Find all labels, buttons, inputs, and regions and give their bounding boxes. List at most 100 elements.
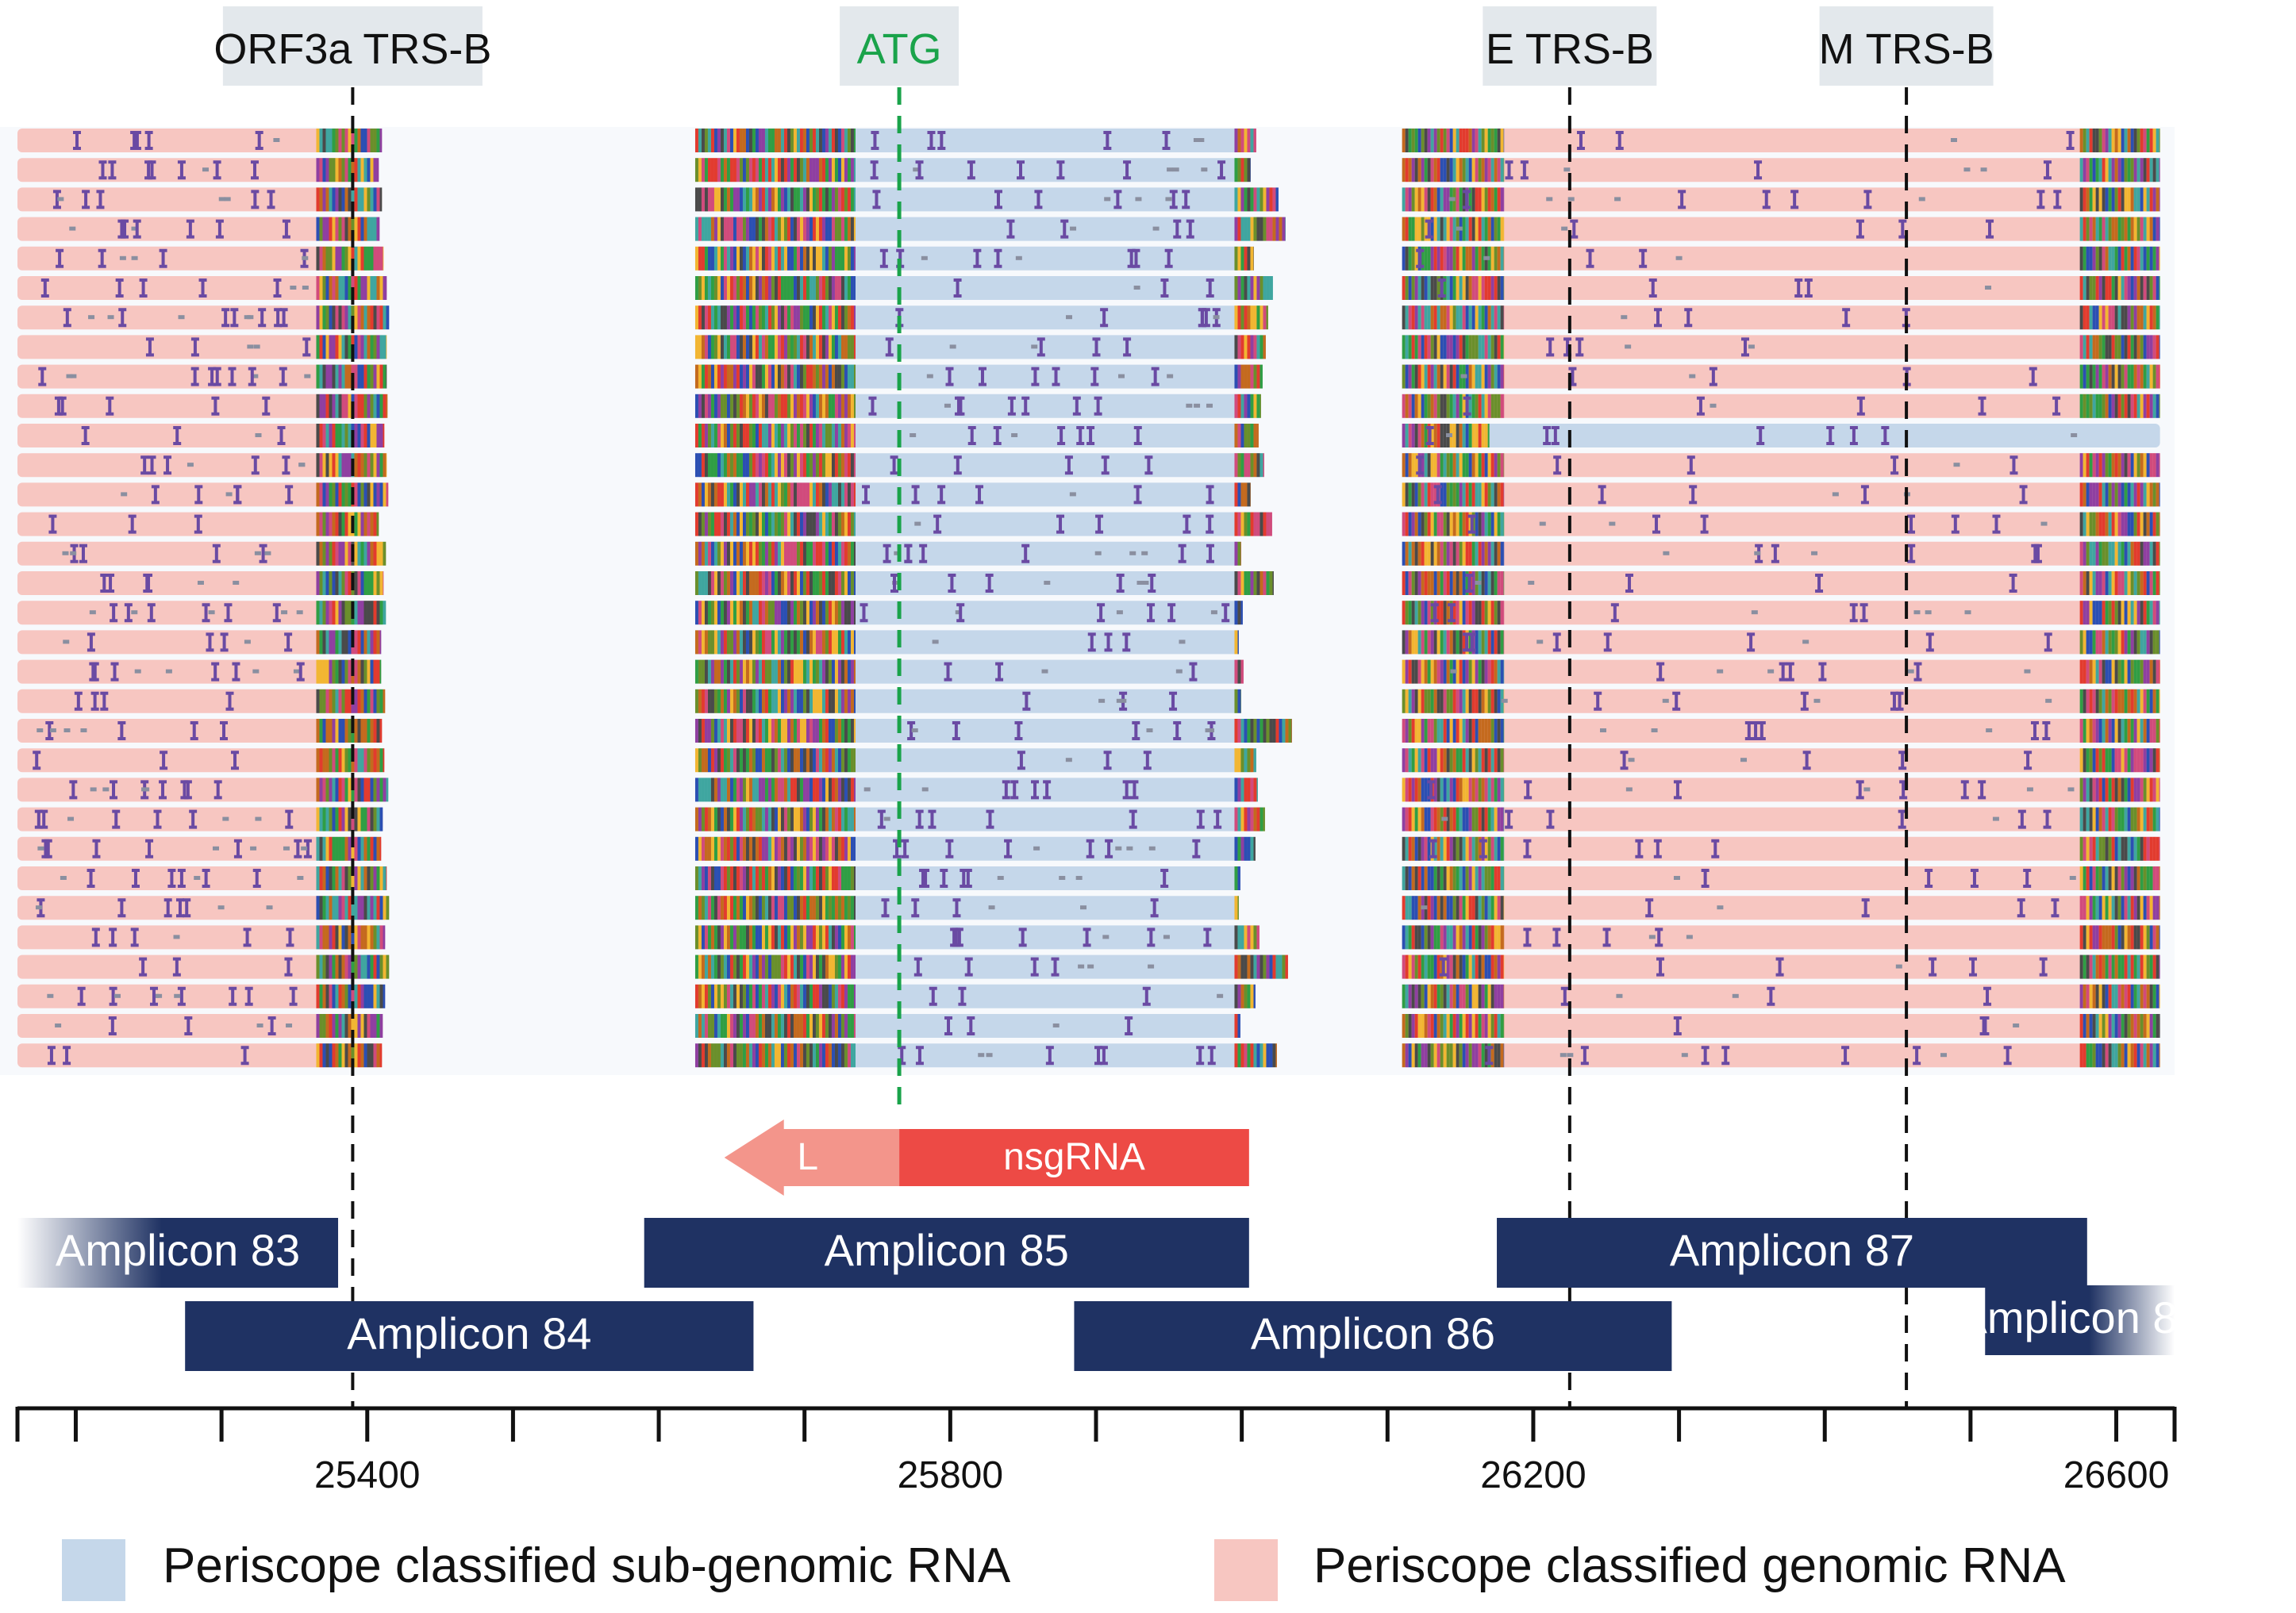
read-stripe — [701, 925, 705, 950]
read-stripe — [752, 217, 756, 241]
read-stripe — [2140, 512, 2144, 536]
read-stripe — [701, 217, 705, 241]
insertion-mark — [47, 1046, 56, 1066]
read-stripe — [818, 187, 822, 212]
read-stripe — [2092, 246, 2096, 271]
read-stripe — [373, 778, 377, 802]
read-stripe — [729, 394, 733, 418]
read-stripe — [704, 158, 708, 182]
read-stripe — [2143, 689, 2147, 713]
read-stripe — [812, 571, 816, 595]
read-stripe — [2127, 719, 2131, 743]
read-stripe — [755, 954, 759, 979]
read-stripe — [761, 1014, 765, 1038]
insertion-mark — [995, 662, 1004, 682]
read-stripe — [1405, 896, 1409, 920]
read-stripe — [1250, 246, 1254, 271]
read-stripe — [2136, 246, 2140, 271]
read-stripe — [1256, 925, 1260, 950]
insertion-mark — [1167, 603, 1176, 623]
read-stripe — [2159, 719, 2160, 743]
read-stripe — [2130, 187, 2134, 212]
read-stripe — [1446, 482, 1450, 507]
read-stripe — [704, 601, 708, 625]
read-stripe — [701, 541, 705, 566]
mismatch-mark — [187, 463, 194, 467]
read-stripe — [1484, 394, 1488, 418]
read-stripe — [1465, 571, 1469, 595]
read-stripe — [774, 807, 778, 831]
read-stripe — [739, 424, 743, 447]
read-stripe — [1468, 512, 1472, 536]
mismatch-mark — [1802, 639, 1809, 644]
insertion-mark — [109, 927, 117, 947]
mismatch-mark — [2045, 698, 2052, 703]
read-stripe — [796, 217, 800, 241]
read-stripe — [1237, 364, 1241, 389]
mismatch-mark — [1206, 403, 1213, 408]
read-stripe — [1234, 364, 1238, 389]
read-stripe — [2156, 630, 2159, 655]
read-stripe — [736, 482, 740, 507]
read-stripe — [720, 335, 724, 359]
read-stripe — [752, 748, 756, 773]
read-stripe — [2098, 748, 2102, 773]
read-stripe — [2086, 719, 2090, 743]
read-stripe — [1446, 541, 1450, 566]
read-stripe — [1478, 217, 1482, 241]
read-stripe — [694, 659, 698, 684]
read-stripe — [844, 246, 848, 271]
read-stripe — [818, 394, 822, 418]
read-stripe — [828, 601, 832, 625]
read-stripe — [1237, 925, 1241, 950]
read-stripe — [707, 984, 711, 1008]
read-stripe — [344, 1043, 348, 1068]
read-stripe — [1462, 807, 1466, 831]
read-stripe — [373, 158, 377, 182]
read-stripe — [1408, 305, 1412, 330]
read-stripe — [316, 276, 320, 300]
read-stripe — [799, 453, 803, 478]
read-stripe — [1402, 453, 1406, 478]
read-stripe — [316, 217, 320, 241]
insertion-mark — [189, 809, 198, 829]
read-stripe — [2156, 129, 2159, 152]
read-stripe — [853, 187, 856, 212]
mismatch-mark — [131, 255, 138, 260]
read-stripe — [1436, 512, 1440, 536]
mismatch-mark — [1717, 905, 1724, 910]
read-stripe — [1234, 158, 1238, 182]
read-stripe — [1253, 954, 1257, 979]
insertion-mark — [2030, 721, 2039, 740]
read-stripe — [367, 778, 371, 802]
read-stripe — [1405, 541, 1409, 566]
read-stripe — [755, 187, 759, 212]
read-stripe — [701, 335, 705, 359]
read-stripe — [1244, 719, 1248, 743]
read-stripe — [1430, 659, 1434, 684]
read-stripe — [1405, 453, 1409, 478]
read-stripe — [2124, 512, 2128, 536]
read-stripe — [2143, 836, 2147, 861]
read-stripe — [713, 571, 717, 595]
read-stripe — [790, 512, 794, 536]
read-stripe — [771, 335, 775, 359]
read-stripe — [1430, 748, 1434, 773]
read-stripe — [802, 335, 806, 359]
read-stripe — [1452, 394, 1456, 418]
read-stripe — [2143, 129, 2147, 152]
read-stripe — [780, 925, 784, 950]
read-stripe — [1462, 601, 1466, 625]
read-stripe — [322, 276, 326, 300]
read-stripe — [2117, 866, 2121, 890]
mismatch-mark — [1146, 728, 1153, 732]
read-stripe — [828, 305, 832, 330]
read-stripe — [1456, 778, 1460, 802]
mismatch-mark — [1754, 551, 1761, 555]
read-stripe — [1436, 187, 1440, 212]
read-stripe — [1424, 364, 1428, 389]
read-stripe — [1411, 571, 1415, 595]
read-stripe — [834, 217, 838, 241]
read-stripe — [1260, 187, 1263, 212]
read-stripe — [2108, 748, 2112, 773]
